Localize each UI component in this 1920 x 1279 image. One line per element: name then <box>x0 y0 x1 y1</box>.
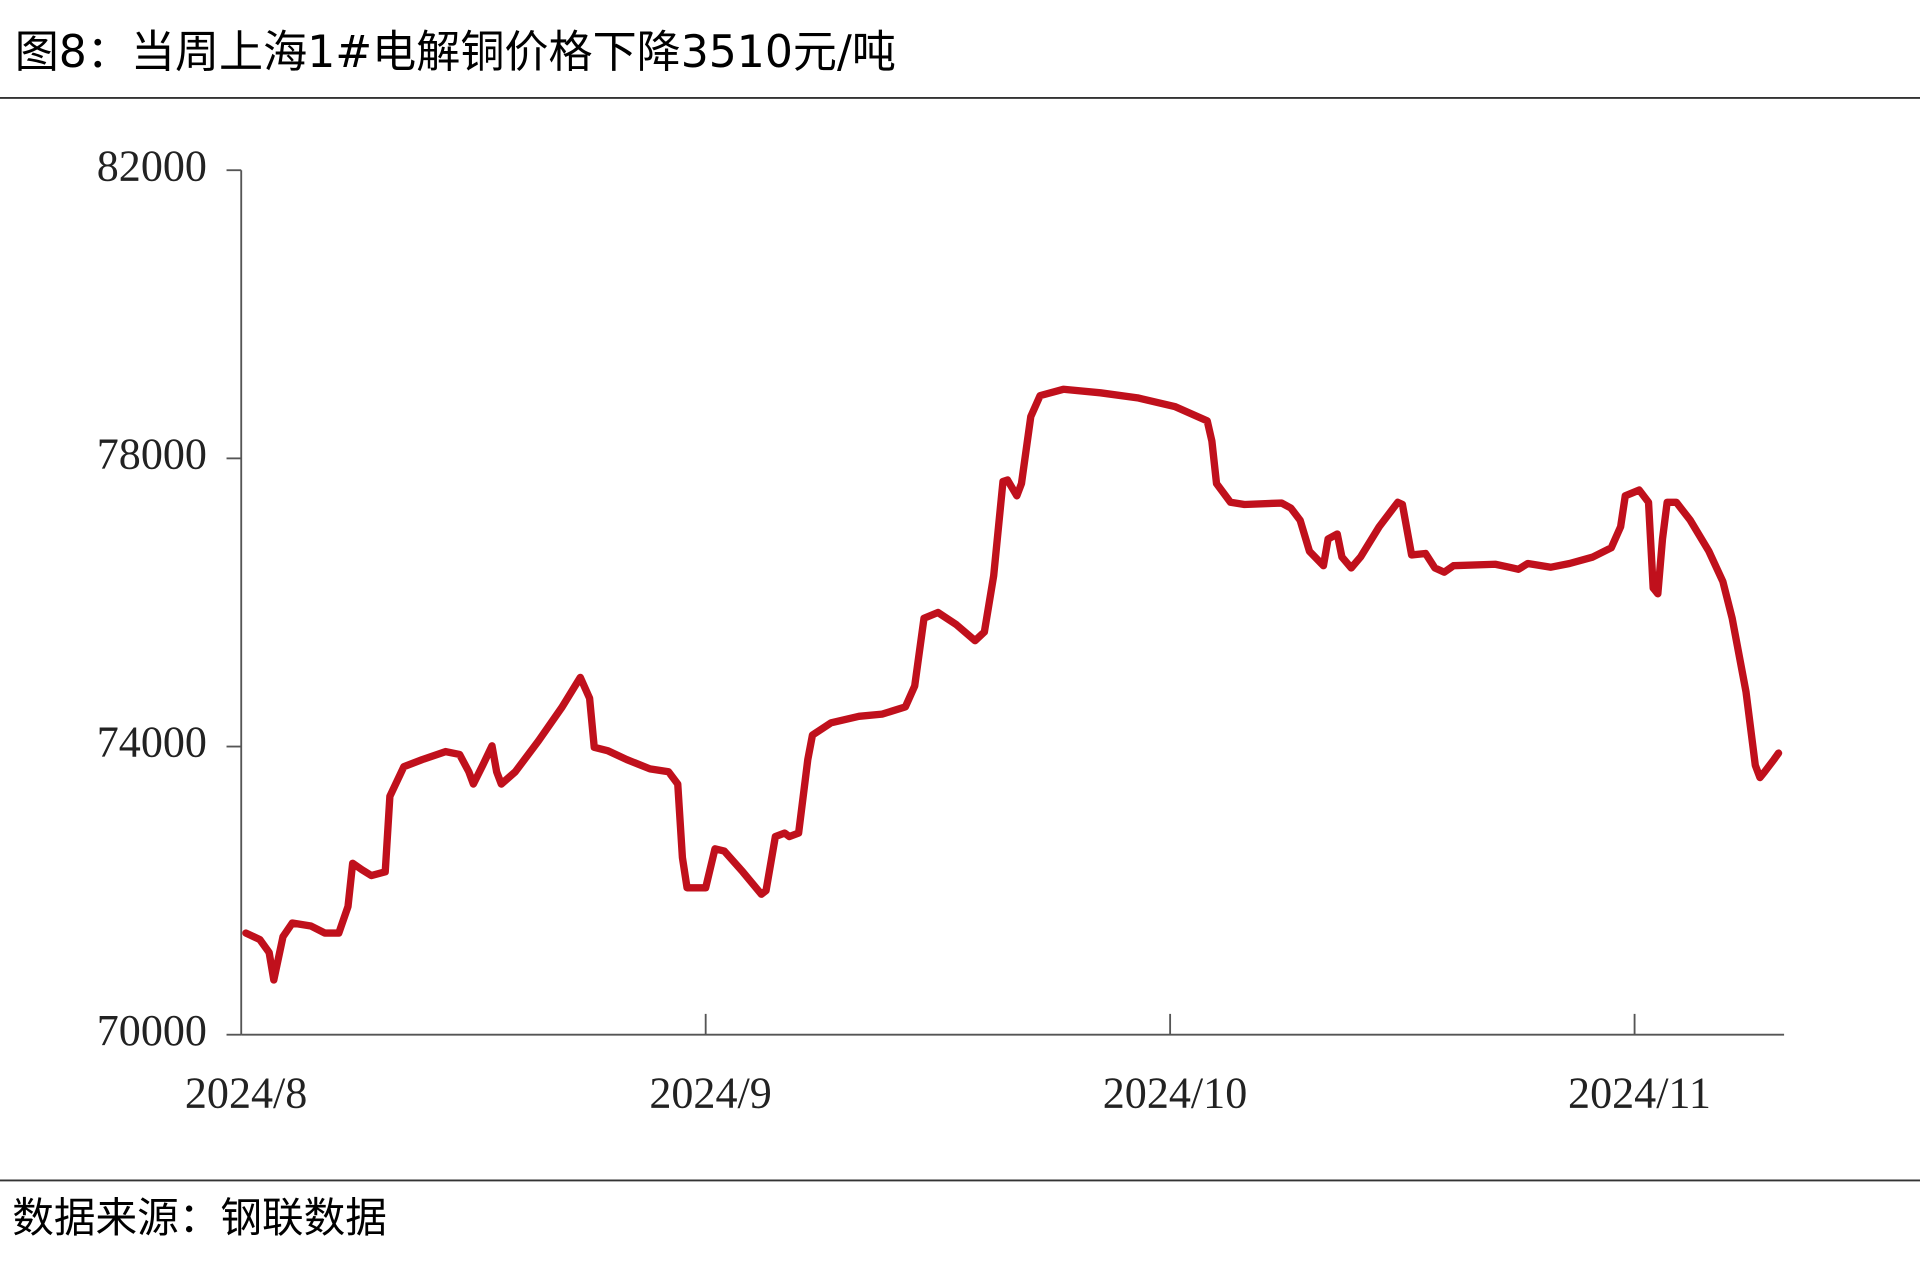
y-tick-label: 78000 <box>97 429 207 478</box>
x-tick-label: 2024/10 <box>1103 1068 1247 1117</box>
y-tick-label: 70000 <box>97 1006 207 1055</box>
x-tick-label: 2024/11 <box>1568 1068 1711 1117</box>
x-tick-label: 2024/9 <box>649 1068 771 1117</box>
price-line <box>242 385 1783 984</box>
chart-title: 图8：当周上海1#电解铜价格下降3510元/吨 <box>15 27 896 78</box>
y-tick-label: 74000 <box>97 718 207 767</box>
source-note: 数据来源：钢联数据 <box>12 1193 387 1242</box>
x-tick-label: 2024/8 <box>185 1068 307 1117</box>
y-tick-label: 82000 <box>97 141 207 190</box>
